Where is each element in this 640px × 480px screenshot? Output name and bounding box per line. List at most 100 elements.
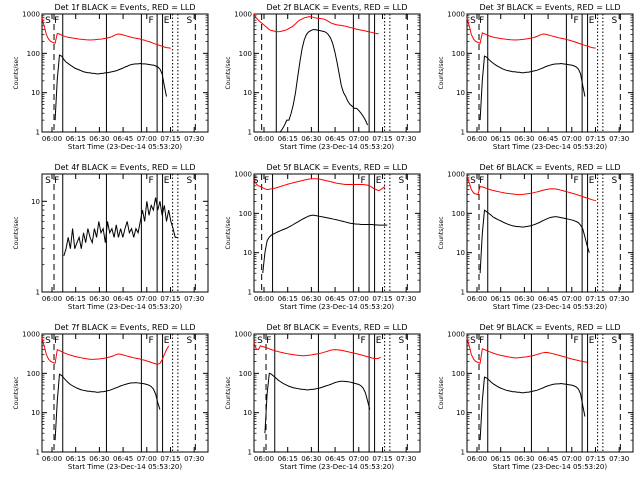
marker-label: F <box>574 336 579 346</box>
x-tick-label: 07:15 <box>585 295 605 303</box>
y-tick-label: 1000 <box>22 11 40 19</box>
x-tick-label: 06:00 <box>467 295 487 303</box>
series-line-lld <box>41 17 171 49</box>
marker-label: E <box>164 176 170 186</box>
y-tick-label: 1000 <box>447 171 465 179</box>
marker-label: E <box>589 176 595 186</box>
x-tick-label: 06:30 <box>514 455 534 463</box>
series-line-events <box>54 54 167 121</box>
x-tick-label: 06:15 <box>491 455 511 463</box>
x-tick-label: 06:00 <box>467 135 487 143</box>
x-tick-label: 07:30 <box>609 135 629 143</box>
panel-title: Det 8f BLACK = Events, RED = LLD <box>266 323 407 332</box>
marker-label: S <box>186 336 192 346</box>
x-tick-label: 07:15 <box>160 135 180 143</box>
marker-label: S <box>186 16 192 26</box>
marker-label: S <box>470 336 476 346</box>
panel-4: Det 4f BLACK = Events, RED = LLD 1 10 Count… <box>13 163 209 311</box>
y-tick-label: 100 <box>27 50 40 58</box>
panel-8: Det 8f BLACK = Events, RED = LLD 1 10 100 10… <box>225 323 421 471</box>
x-axis-label: Start Time (23-Dec-14 05:53:20) <box>68 303 182 311</box>
plot-frame <box>253 173 421 293</box>
series-line-events <box>479 376 586 441</box>
x-tick-label: 06:00 <box>42 135 62 143</box>
y-tick-label: 1000 <box>234 11 252 19</box>
marker-label: E <box>376 176 382 186</box>
panel-title: Det 5f BLACK = Events, RED = LLD <box>266 163 407 172</box>
x-tick-label: 06:45 <box>325 135 345 143</box>
x-tick-label: 06:45 <box>538 455 558 463</box>
plot-frame <box>41 333 209 453</box>
x-tick-label: 07:00 <box>137 135 157 143</box>
x-tick-label: 07:00 <box>562 295 582 303</box>
marker-label: F <box>574 16 579 26</box>
x-axis-label: Start Time (23-Dec-14 05:53:20) <box>493 463 607 471</box>
x-tick-label: 07:15 <box>160 295 180 303</box>
y-tick-label: 10 <box>31 198 40 206</box>
series-line-lld <box>466 17 596 49</box>
plot-frame <box>41 173 209 293</box>
x-tick-label: 07:15 <box>585 135 605 143</box>
marker-label: F <box>361 336 366 346</box>
marker-label: E <box>376 336 382 346</box>
x-tick-label: 07:30 <box>184 455 204 463</box>
marker-label: S <box>257 336 263 346</box>
marker-label: F <box>54 16 59 26</box>
x-tick-label: 07:30 <box>609 455 629 463</box>
y-tick-label: 100 <box>239 50 252 58</box>
y-axis-label: Counts/sec <box>225 56 232 89</box>
series-line-lld <box>41 337 170 365</box>
x-tick-label: 06:30 <box>89 455 109 463</box>
panel-9: Det 9f BLACK = Events, RED = LLD 1 10 100 10… <box>438 323 634 471</box>
x-tick-label: 07:30 <box>396 455 416 463</box>
x-tick-label: 07:30 <box>184 295 204 303</box>
marker-label: F <box>479 176 484 186</box>
y-tick-label: 1 <box>248 449 252 457</box>
x-tick-label: 07:00 <box>349 455 369 463</box>
x-tick-label: 06:45 <box>325 455 345 463</box>
series-line-lld <box>466 175 596 202</box>
x-tick-label: 07:00 <box>137 295 157 303</box>
y-tick-label: 1 <box>248 289 252 297</box>
x-tick-label: 06:15 <box>491 135 511 143</box>
plot-frame <box>253 13 421 133</box>
marker-label: S <box>611 336 617 346</box>
marker-label: F <box>149 16 154 26</box>
marker-label: S <box>45 176 51 186</box>
x-tick-label: 06:45 <box>113 455 133 463</box>
marker-label: E <box>164 336 170 346</box>
marker-label: F <box>479 336 484 346</box>
series-line-events <box>264 372 371 434</box>
series-line-events <box>262 214 388 274</box>
x-tick-label: 07:15 <box>585 455 605 463</box>
y-tick-label: 10 <box>243 409 252 417</box>
marker-label: F <box>266 336 271 346</box>
y-axis-label: Counts/sec <box>438 216 445 249</box>
x-tick-label: 07:30 <box>184 135 204 143</box>
marker-label: S <box>611 176 617 186</box>
y-tick-label: 1 <box>248 129 252 137</box>
y-axis-label: Counts/sec <box>225 376 232 409</box>
panel-title: Det 2f BLACK = Events, RED = LLD <box>266 3 407 12</box>
x-tick-label: 06:45 <box>325 295 345 303</box>
x-tick-label: 07:30 <box>396 135 416 143</box>
x-tick-label: 07:30 <box>609 295 629 303</box>
y-tick-label: 1000 <box>234 331 252 339</box>
x-tick-label: 06:15 <box>491 295 511 303</box>
marker-label: S <box>186 176 192 186</box>
series-line-events <box>275 29 369 133</box>
x-tick-label: 06:45 <box>538 295 558 303</box>
y-tick-label: 1 <box>36 129 40 137</box>
y-tick-label: 100 <box>452 50 465 58</box>
marker-label: S <box>398 176 404 186</box>
y-tick-label: 10 <box>243 249 252 257</box>
marker-label: F <box>54 176 59 186</box>
x-tick-label: 06:30 <box>89 135 109 143</box>
y-tick-label: 1000 <box>234 171 252 179</box>
y-tick-label: 1 <box>461 449 465 457</box>
plot-frame <box>466 13 634 133</box>
x-tick-label: 07:00 <box>349 295 369 303</box>
panel-6: Det 6f BLACK = Events, RED = LLD 1 10 100 10… <box>438 163 634 311</box>
x-tick-label: 06:15 <box>66 295 86 303</box>
panel-title: Det 7f BLACK = Events, RED = LLD <box>54 323 195 332</box>
